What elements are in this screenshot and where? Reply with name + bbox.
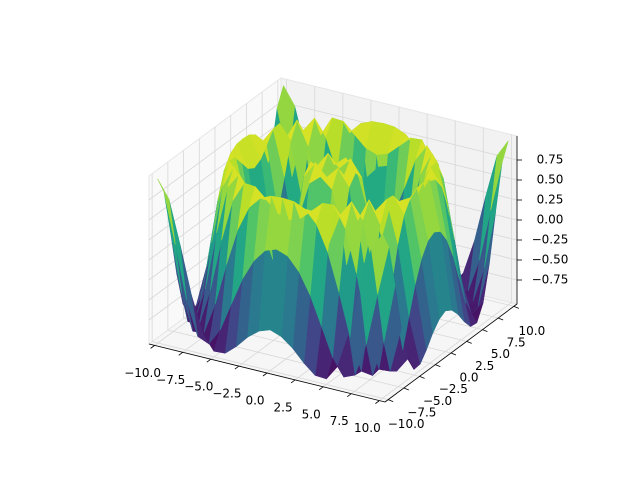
z-tick-label: 0.50 <box>537 173 564 187</box>
surface-patch <box>386 195 405 245</box>
x-tick-label: 0.0 <box>245 394 264 408</box>
x-tick <box>262 372 268 377</box>
surface-patch <box>368 199 387 225</box>
surface-patch <box>314 117 333 138</box>
z-tick-label: 0.75 <box>537 153 564 167</box>
x-tick <box>150 345 155 349</box>
y-tick <box>482 329 488 333</box>
z-tick-label: 0.00 <box>537 213 564 227</box>
surface <box>157 85 509 380</box>
y-tick-label: −2.5 <box>439 382 468 396</box>
y-tick <box>435 364 441 368</box>
y-tick-label: 7.5 <box>507 336 526 350</box>
surface-patch <box>351 199 370 221</box>
surface-patch <box>370 233 390 295</box>
y-tick <box>403 387 410 391</box>
surface-patch <box>337 167 356 188</box>
x-tick-label: −5.0 <box>184 380 213 394</box>
y-tick <box>387 399 394 403</box>
y-tick-label: −10.0 <box>388 417 425 431</box>
x-tick <box>290 379 296 384</box>
y-tick-label: −5.0 <box>423 394 452 408</box>
surface-patch <box>490 140 509 211</box>
x-tick-label: −2.5 <box>212 387 241 401</box>
z-tick-label: −0.75 <box>532 273 569 287</box>
x-tick <box>206 358 212 363</box>
x-tick <box>375 400 380 404</box>
x-tick <box>347 393 352 398</box>
x-tick <box>318 386 324 391</box>
surface-patch <box>333 201 352 229</box>
y-tick <box>450 352 457 356</box>
x-tick-label: −10.0 <box>124 366 161 380</box>
y-tick-label: −7.5 <box>407 406 436 420</box>
y-tick-label: 2.5 <box>475 359 494 373</box>
x-tick <box>178 351 183 356</box>
x-tick-label: 5.0 <box>302 407 321 421</box>
y-tick-label: 10.0 <box>518 324 545 338</box>
surface-patch <box>296 117 315 147</box>
y-tick <box>419 375 425 379</box>
grid-line <box>152 341 389 401</box>
z-tick-label: −0.25 <box>532 233 569 247</box>
surface-patch <box>420 145 439 174</box>
x-tick-label: −7.5 <box>156 373 185 387</box>
y-tick <box>466 340 472 344</box>
x-tick-label: 7.5 <box>330 414 349 428</box>
z-tick-label: −0.50 <box>532 253 569 267</box>
surface-patch <box>272 123 292 177</box>
x-tick-label: 2.5 <box>274 400 293 414</box>
y-tick <box>497 317 504 321</box>
surface-patch <box>320 167 339 190</box>
grid-line <box>148 101 282 201</box>
surface-patch <box>157 178 176 245</box>
axes: −10.0−7.5−5.0−2.5 0.0 2.5 5.0 7.5 10.0 −10.0−7… <box>124 136 568 435</box>
y-tick-label: 0.0 <box>459 371 478 385</box>
z-tick-label: 0.25 <box>537 193 564 207</box>
y-axis-line <box>384 303 518 403</box>
y-tick <box>513 305 520 309</box>
x-tick-label: 10.0 <box>354 421 381 435</box>
x-axis-line <box>148 343 386 403</box>
y-tick-label: 5.0 <box>491 347 510 361</box>
x-tick <box>234 365 240 370</box>
